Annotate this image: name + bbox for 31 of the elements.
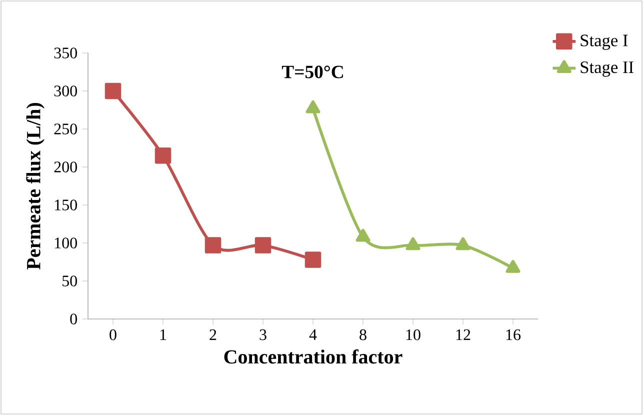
x-tick-label: 2 (210, 329, 216, 340)
x-tick-label: 16 (506, 329, 521, 340)
y-tick-label: 250 (54, 124, 77, 134)
y-tick-label: 50 (62, 276, 77, 286)
y-tick-label: 300 (54, 86, 77, 96)
point (154, 147, 172, 164)
x-tick-label: 8 (360, 329, 366, 340)
x-tick-label: 4 (309, 329, 317, 340)
x-tick-label: 10 (406, 329, 420, 340)
y-tick-label: 0 (70, 314, 77, 324)
y-tick-label: 150 (55, 200, 77, 210)
point (406, 237, 420, 250)
x-tick-label: 0 (110, 329, 116, 340)
point (356, 228, 370, 242)
y-tick-label: 350 (54, 48, 77, 58)
point (456, 237, 470, 250)
legend-label: Stage I (580, 34, 628, 50)
point (304, 252, 322, 268)
text: T=50°C (282, 66, 343, 78)
point (254, 237, 272, 254)
y-axis-title: Permeate flux (L/h) (26, 103, 44, 270)
x-axis-title: Concentration factor (224, 349, 402, 364)
legend-label: Stage II (580, 61, 634, 77)
x-tick-label: 1 (160, 329, 166, 340)
point (104, 82, 122, 100)
y-tick-label: 200 (54, 162, 77, 172)
y-tick-label: 100 (55, 238, 77, 248)
point (506, 260, 520, 273)
x-tick-label: 12 (456, 329, 470, 340)
point (204, 237, 222, 254)
x-tick-label: 3 (260, 329, 266, 340)
